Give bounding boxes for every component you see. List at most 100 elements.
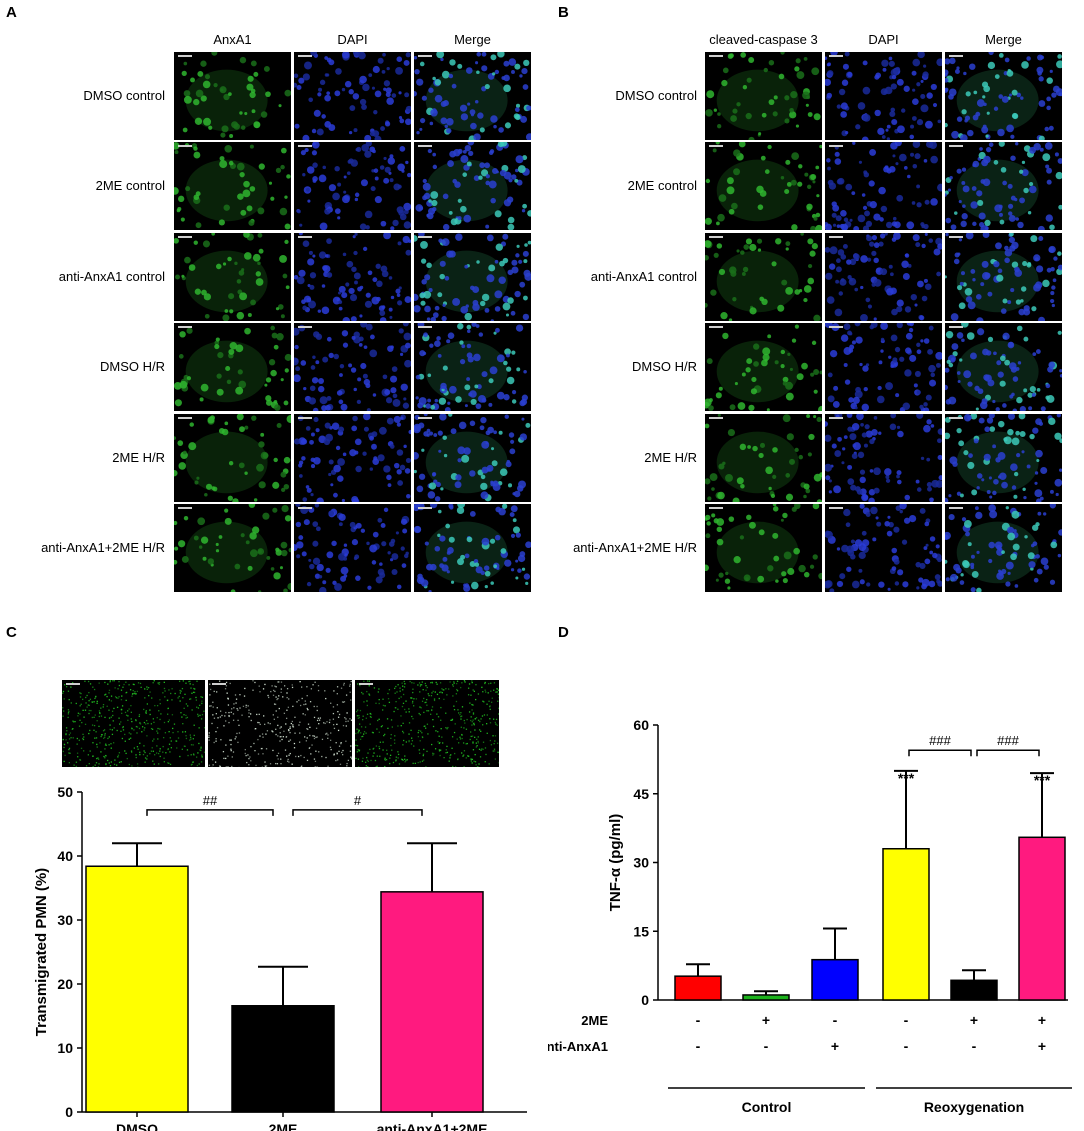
panel-a-micrograph bbox=[414, 233, 531, 321]
panel-b-row-label: 2ME control bbox=[627, 178, 697, 193]
panel-b-column-header: cleaved-caspase 3 bbox=[709, 32, 818, 47]
panel-b-column-header: Merge bbox=[985, 32, 1022, 47]
panel-b-row-label: anti-AnxA1+2ME H/R bbox=[573, 540, 697, 555]
panel-b-row-label: DMSO control bbox=[615, 88, 697, 103]
panel-b-micrograph bbox=[945, 504, 1062, 592]
y-tick-label: 30 bbox=[633, 855, 649, 871]
treatment-sign: - bbox=[972, 1038, 977, 1054]
bar bbox=[85, 865, 189, 1113]
panel-a-column-header: DAPI bbox=[337, 32, 368, 47]
panel-a-row-label: anti-AnxA1+2ME H/R bbox=[41, 540, 165, 555]
panel-a-micrograph bbox=[294, 414, 411, 502]
treatment-sign: + bbox=[1038, 1038, 1046, 1054]
y-tick-label: 40 bbox=[57, 848, 73, 864]
significance-bracket bbox=[292, 809, 423, 816]
x-tick-label: DMSO bbox=[116, 1121, 158, 1131]
significance-label: ### bbox=[997, 733, 1019, 748]
panel-a-row-label: DMSO control bbox=[83, 88, 165, 103]
panel-b-micrograph bbox=[945, 323, 1062, 411]
panel-a-micrograph bbox=[174, 414, 291, 502]
treatment-sign: + bbox=[970, 1012, 978, 1028]
y-tick-label: 50 bbox=[57, 784, 73, 800]
treatment-sign: - bbox=[696, 1038, 701, 1054]
group-label: Reoxygenation bbox=[924, 1099, 1024, 1115]
panel-label-a: A bbox=[6, 4, 17, 21]
y-tick-label: 45 bbox=[633, 786, 649, 802]
panel-a-column-header: Merge bbox=[454, 32, 491, 47]
x-tick-label: 2ME bbox=[269, 1121, 298, 1131]
bar bbox=[1018, 836, 1066, 1001]
panel-b-micrograph bbox=[825, 52, 942, 140]
panel-a-micrograph bbox=[294, 142, 411, 230]
panel-a-micrograph bbox=[414, 323, 531, 411]
group-label: Control bbox=[742, 1099, 792, 1115]
panel-label-d: D bbox=[558, 624, 569, 641]
significance-bracket bbox=[976, 749, 1040, 757]
significance-stars: *** bbox=[1034, 772, 1051, 788]
panel-b-micrograph bbox=[705, 323, 822, 411]
panel-b-micrograph bbox=[825, 414, 942, 502]
panel-b-micrograph bbox=[825, 323, 942, 411]
bar bbox=[231, 1005, 335, 1113]
panel-label-c: C bbox=[6, 624, 17, 641]
panel-b-micrograph bbox=[945, 52, 1062, 140]
panel-a-row-label: 2ME H/R bbox=[112, 450, 165, 465]
panel-b-row-label: anti-AnxA1 control bbox=[590, 269, 697, 284]
x-tick-label: anti-AnxA1+2ME bbox=[377, 1121, 488, 1131]
bar bbox=[950, 979, 998, 1001]
bar bbox=[742, 994, 790, 1001]
panel-a-micrograph bbox=[294, 233, 411, 321]
panel-b-micrograph bbox=[705, 52, 822, 140]
treatment-sign: + bbox=[1038, 1012, 1046, 1028]
y-tick-label: 10 bbox=[57, 1040, 73, 1056]
treatment-sign: - bbox=[904, 1012, 909, 1028]
panel-b-micrograph bbox=[945, 142, 1062, 230]
y-axis-label: Transmigrated PMN (%) bbox=[33, 868, 50, 1036]
panel-b-micrograph bbox=[945, 233, 1062, 321]
panel-label-b: B bbox=[558, 4, 569, 21]
panel-a-micrograph bbox=[414, 142, 531, 230]
panel-a-micrograph bbox=[174, 233, 291, 321]
panel-c-bar-chart: 0 10 20 30 40 50 Transmigrated PMN (%) DMSO 2ME a… bbox=[33, 784, 527, 1131]
treatment-sign: - bbox=[833, 1012, 838, 1028]
bar bbox=[882, 848, 930, 1001]
panel-b-micrograph bbox=[825, 504, 942, 592]
panel-a-micrograph bbox=[294, 323, 411, 411]
bar bbox=[811, 958, 859, 1001]
panel-a-row-label: 2ME control bbox=[95, 178, 165, 193]
panel-a-micrograph bbox=[174, 323, 291, 411]
panel-d-bar-chart: 0 15 30 45 60 TNF-α (pg/ml) *** *** ### ### 2ME - + -… bbox=[548, 717, 1072, 1115]
panel-b-micrograph bbox=[825, 233, 942, 321]
panel-b-micrograph bbox=[705, 233, 822, 321]
panel-a-micrograph bbox=[294, 504, 411, 592]
significance-label: ## bbox=[203, 793, 218, 808]
treatment-sign: - bbox=[904, 1038, 909, 1054]
panel-c-image-anti-anxa1-2me bbox=[355, 680, 499, 767]
significance-label: # bbox=[354, 793, 362, 808]
panel-a-micrograph bbox=[174, 504, 291, 592]
panel-a-micrograph bbox=[174, 52, 291, 140]
treatment-sign: - bbox=[764, 1038, 769, 1054]
treatment-sign: - bbox=[696, 1012, 701, 1028]
significance-stars: *** bbox=[898, 770, 915, 786]
panel-b-micrograph bbox=[945, 414, 1062, 502]
panel-a-micrograph bbox=[174, 142, 291, 230]
panel-a-micrograph bbox=[414, 52, 531, 140]
bar bbox=[674, 975, 722, 1001]
treatment-row-label: anti-AnxA1 bbox=[548, 1039, 608, 1054]
panel-b-row-label: DMSO H/R bbox=[632, 359, 697, 374]
panel-a-micrograph bbox=[414, 414, 531, 502]
y-tick-label: 0 bbox=[641, 992, 649, 1008]
bar bbox=[380, 891, 484, 1113]
panel-b-micrograph bbox=[705, 504, 822, 592]
panel-b-micrograph bbox=[705, 142, 822, 230]
y-tick-label: 30 bbox=[57, 912, 73, 928]
y-tick-label: 20 bbox=[57, 976, 73, 992]
significance-label: ### bbox=[929, 733, 951, 748]
y-tick-label: 60 bbox=[633, 717, 649, 733]
y-tick-label: 15 bbox=[633, 923, 649, 939]
panel-a-micrograph bbox=[414, 504, 531, 592]
panel-b-row-label: 2ME H/R bbox=[644, 450, 697, 465]
y-tick-label: 0 bbox=[65, 1104, 73, 1120]
panel-c-image-dmso bbox=[62, 680, 205, 767]
